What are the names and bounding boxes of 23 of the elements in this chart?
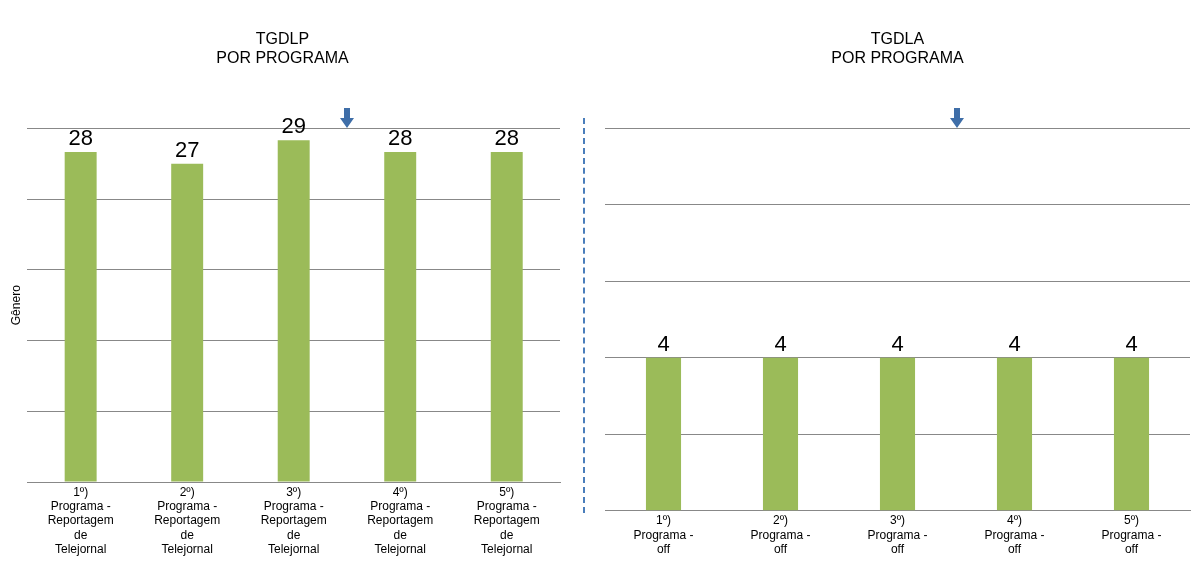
x-tick-label: 5º) Programa - Reportagem de Telejornal <box>473 484 540 557</box>
x-tick-label: 1º) Programa - off <box>633 513 694 557</box>
chart-title: TGDLP POR PROGRAMA <box>216 30 350 67</box>
data-label: 4 <box>1008 330 1021 356</box>
x-tick-label: 2º) Programa - off <box>750 513 811 557</box>
data-label: 28 <box>68 125 93 151</box>
x-tick-label: 2º) Programa - Reportagem de Telejornal <box>154 484 221 557</box>
data-label: 4 <box>1125 330 1138 356</box>
chart-title: TGDLA POR PROGRAMA <box>831 30 965 67</box>
x-tick-label: 1º) Programa - Reportagem de Telejornal <box>47 484 114 557</box>
x-tick-label: 4º) Programa - Reportagem de Telejornal <box>367 484 434 557</box>
x-tick-label: 3º) Programa - off <box>867 513 928 557</box>
data-label: 4 <box>891 330 904 356</box>
y-axis-title: Gênero <box>8 284 23 326</box>
data-label: 28 <box>387 125 413 151</box>
data-label: 27 <box>174 136 200 162</box>
data-label: 28 <box>494 125 519 151</box>
x-tick-label: 4º) Programa - off <box>984 513 1045 557</box>
data-label: 4 <box>657 330 670 356</box>
x-tick-label: 3º) Programa - Reportagem de Telejornal <box>260 484 327 557</box>
data-label: 4 <box>774 330 787 356</box>
x-tick-label: 5º) Programa - off <box>1101 513 1162 557</box>
data-label: 29 <box>281 113 306 139</box>
